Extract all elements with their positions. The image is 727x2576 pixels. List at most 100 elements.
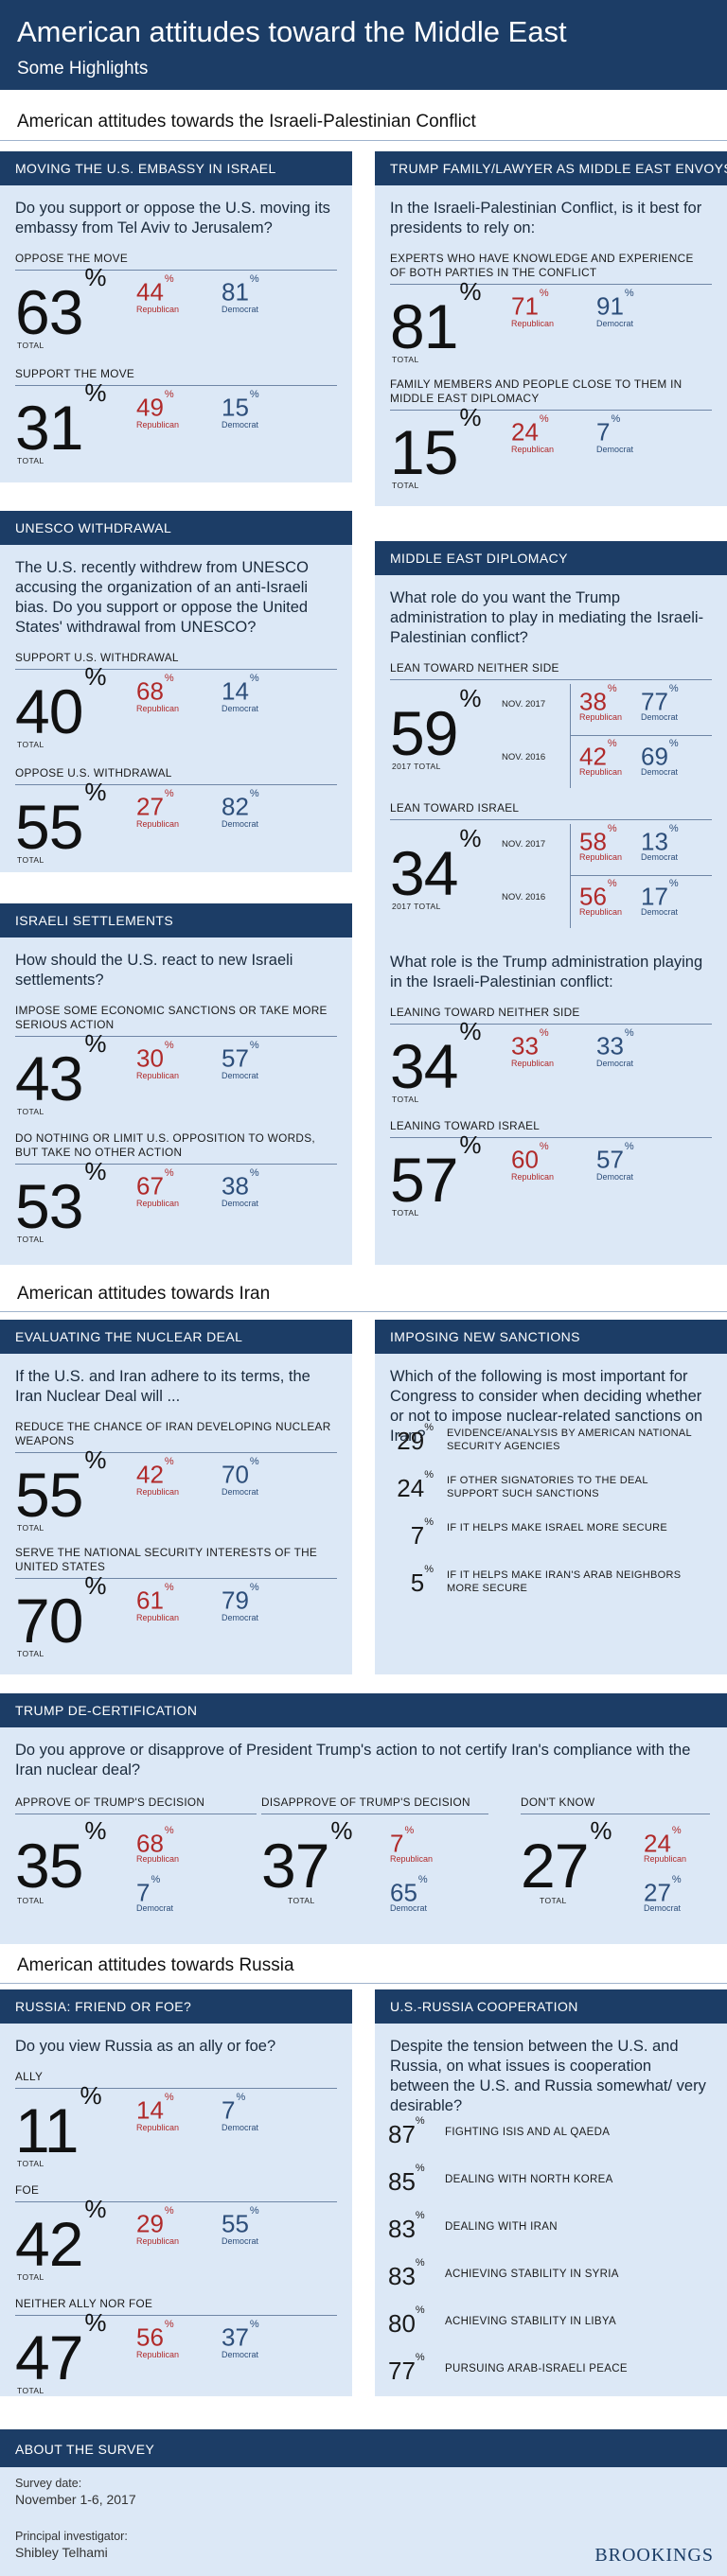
panel-russia-friend-foe: RUSSIA: FRIEND OR FOE? Do you view Russi… <box>0 1989 352 2396</box>
panel-title: MIDDLE EAST DIPLOMACY <box>375 541 727 575</box>
cooperation-item: 83% ACHIEVING STABILITY IN SYRIA <box>388 2256 700 2304</box>
result-row: 55% TOTAL 42% Republican 70% Democrat <box>15 1446 337 1546</box>
cooperation-item: 87% FIGHTING ISIS AND AL QAEDA <box>388 2114 700 2162</box>
democrat-caption: Democrat <box>222 1071 259 1080</box>
democrat-caption: Democrat <box>222 1487 259 1497</box>
item-text: DEALING WITH NORTH KOREA <box>445 2174 613 2185</box>
democrat-caption: Democrat <box>222 2123 259 2132</box>
democrat-value: 37% <box>222 2319 259 2352</box>
year-label: NOV. 2016 <box>502 892 546 902</box>
year-label: NOV. 2016 <box>502 752 546 762</box>
republican-caption: Republican <box>136 1199 180 1208</box>
question: The U.S. recently withdrew from UNESCO a… <box>15 559 309 636</box>
democrat-caption: Democrat <box>596 1172 634 1182</box>
republican-caption: Republican <box>644 1854 687 1864</box>
section-divider <box>0 1311 727 1312</box>
panel-title: U.S.-RUSSIA COOPERATION <box>375 1989 727 2024</box>
total-caption: TOTAL <box>17 2386 44 2395</box>
item-value: 83% <box>388 2210 425 2243</box>
section-divider <box>0 1983 727 1984</box>
democrat-value: 57% <box>222 1040 259 1073</box>
republican-caption: Republican <box>511 319 555 328</box>
result-row: 63% TOTAL 44% Republican 81% Democrat <box>15 263 337 367</box>
page-header: American attitudes toward the Middle Eas… <box>0 0 727 90</box>
republican-caption: Republican <box>136 420 180 429</box>
question: Despite the tension between the U.S. and… <box>390 2038 706 2114</box>
republican-caption: Republican <box>579 712 623 722</box>
item-value: 83% <box>388 2257 425 2290</box>
result-row: 40% TOTAL 68% Republican 14% Democrat <box>15 662 337 766</box>
democrat-value: 55% <box>222 2205 259 2238</box>
question: Do you view Russia as an ally or foe? <box>15 2038 276 2055</box>
sanction-item: 5% IF IT HELPS MAKE IRAN'S ARAB NEIGHBOR… <box>388 1563 700 1604</box>
item-text: EVIDENCE/ANALYSIS BY AMERICAN NATIONAL S… <box>447 1428 692 1452</box>
democrat-value: 82% <box>222 788 259 821</box>
democrat-value: 69% <box>641 738 679 771</box>
item-text: ACHIEVING STABILITY IN LIBYA <box>445 2316 616 2327</box>
result-row: 55% TOTAL 27% Republican 82% Democrat <box>15 778 337 865</box>
panel-embassy: MOVING THE U.S. EMBASSY IN ISRAEL Do you… <box>0 151 352 482</box>
panel-decertification: TRUMP DE-CERTIFICATION Do you approve or… <box>0 1693 727 1944</box>
answer-label: SERVE THE NATIONAL SECURITY INTERESTS OF… <box>15 1546 337 1579</box>
question: Do you approve or disapprove of Presiden… <box>15 1742 691 1779</box>
republican-value: 29% <box>136 2205 174 2238</box>
democrat-caption: Democrat <box>222 2350 259 2359</box>
question: What role is the Trump administration pl… <box>390 954 703 990</box>
question: How should the U.S. react to new Israeli… <box>15 952 293 989</box>
panel-title: RUSSIA: FRIEND OR FOE? <box>0 1989 352 2024</box>
republican-value: 68% <box>136 1825 174 1858</box>
republican-value: 14% <box>136 2092 174 2125</box>
answer-label: OPPOSE THE MOVE <box>15 252 337 271</box>
republican-value: 24% <box>644 1825 682 1858</box>
democrat-caption: Democrat <box>222 305 259 314</box>
answer-label: REDUCE THE CHANCE OF IRAN DEVELOPING NUC… <box>15 1420 337 1453</box>
total-caption: TOTAL <box>392 1208 419 1218</box>
republican-caption: Republican <box>136 1487 180 1497</box>
total-caption: TOTAL <box>17 1896 44 1905</box>
republican-caption: Republican <box>579 852 623 862</box>
total-caption: TOTAL <box>17 1107 44 1116</box>
democrat-caption: Democrat <box>222 704 259 713</box>
survey-date-label: Survey date: <box>15 2477 82 2490</box>
total-caption: TOTAL <box>17 740 44 749</box>
democrat-caption: Democrat <box>596 445 634 454</box>
question: Do you support or oppose the U.S. moving… <box>15 200 330 237</box>
total-caption: TOTAL <box>392 481 419 490</box>
answer-label: LEAN TOWARD ISRAEL <box>390 801 712 820</box>
republican-value: 42% <box>136 1456 174 1489</box>
answer-label: DISAPPROVE OF TRUMP'S DECISION <box>261 1796 488 1814</box>
total-value: 57% <box>390 1130 482 1215</box>
democrat-value: 7% <box>596 413 621 447</box>
republican-value: 38% <box>579 683 617 716</box>
question: If the U.S. and Iran adhere to its terms… <box>15 1368 310 1405</box>
item-value: 85% <box>388 2163 425 2196</box>
republican-caption: Republican <box>136 2123 180 2132</box>
answer-label: APPROVE OF TRUMP'S DECISION <box>15 1796 257 1814</box>
democrat-value: 65% <box>390 1874 428 1907</box>
democrat-caption: Democrat <box>644 1903 682 1913</box>
survey-date: November 1-6, 2017 <box>15 2492 136 2507</box>
democrat-caption: Democrat <box>222 420 259 429</box>
total-value: 37% <box>261 1816 353 1901</box>
republican-caption: Republican <box>136 819 180 829</box>
answer-label: NEITHER ALLY NOR FOE <box>15 2297 337 2316</box>
result-row: 81% TOTAL 71% Republican 91% Democrat <box>390 277 712 377</box>
result-row: 57% TOTAL 60% Republican 57% Democrat <box>390 1130 712 1218</box>
republican-caption: Republican <box>136 1613 180 1622</box>
result-row: 34% TOTAL 33% Republican 33% Democrat <box>390 1017 712 1119</box>
republican-value: 49% <box>136 389 174 422</box>
total-caption: TOTAL <box>17 341 44 350</box>
item-value: 7% <box>410 1516 434 1550</box>
decert-col: APPROVE OF TRUMP'S DECISION 35% TOTAL 68… <box>15 1796 257 1919</box>
total-value: 70% <box>15 1571 107 1656</box>
item-text: ACHIEVING STABILITY IN SYRIA <box>445 2269 619 2280</box>
total-caption: TOTAL <box>392 355 419 364</box>
republican-caption: Republican <box>390 1854 434 1864</box>
republican-caption: Republican <box>136 704 180 713</box>
republican-caption: Republican <box>579 907 623 917</box>
result-row: 11% TOTAL 14% Republican 7% Democrat <box>15 2081 337 2183</box>
total-caption: TOTAL <box>17 2272 44 2282</box>
answer-label: ALLY <box>15 2070 337 2089</box>
section-title-russia: American attitudes towards Russia <box>17 1955 294 1975</box>
total-caption: TOTAL <box>17 1523 44 1533</box>
